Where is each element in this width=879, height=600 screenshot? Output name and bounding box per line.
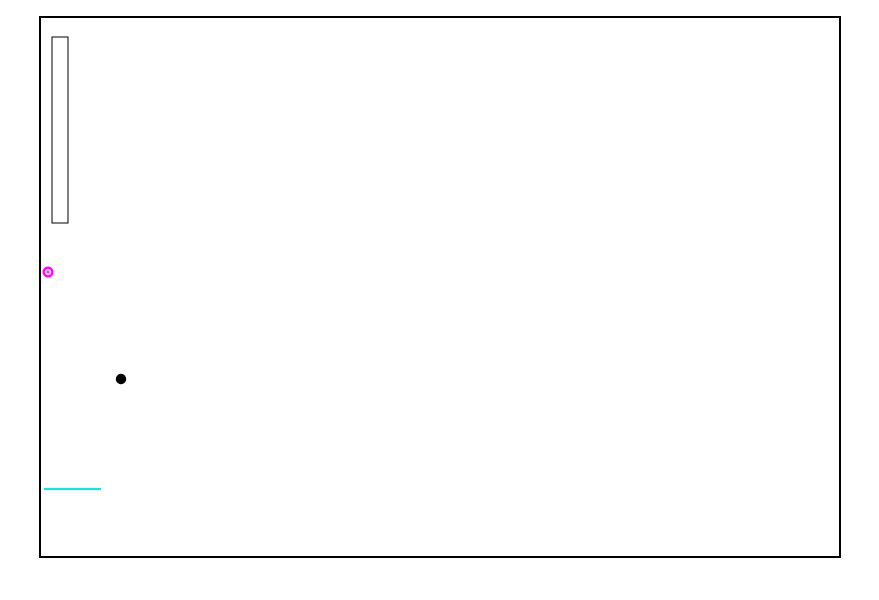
sydney-dot-icon xyxy=(115,373,127,385)
colorbar-gradient-bar xyxy=(51,36,69,224)
colorbar xyxy=(51,36,69,224)
plot-frame xyxy=(39,16,841,558)
argo-marker-icon xyxy=(42,266,54,278)
